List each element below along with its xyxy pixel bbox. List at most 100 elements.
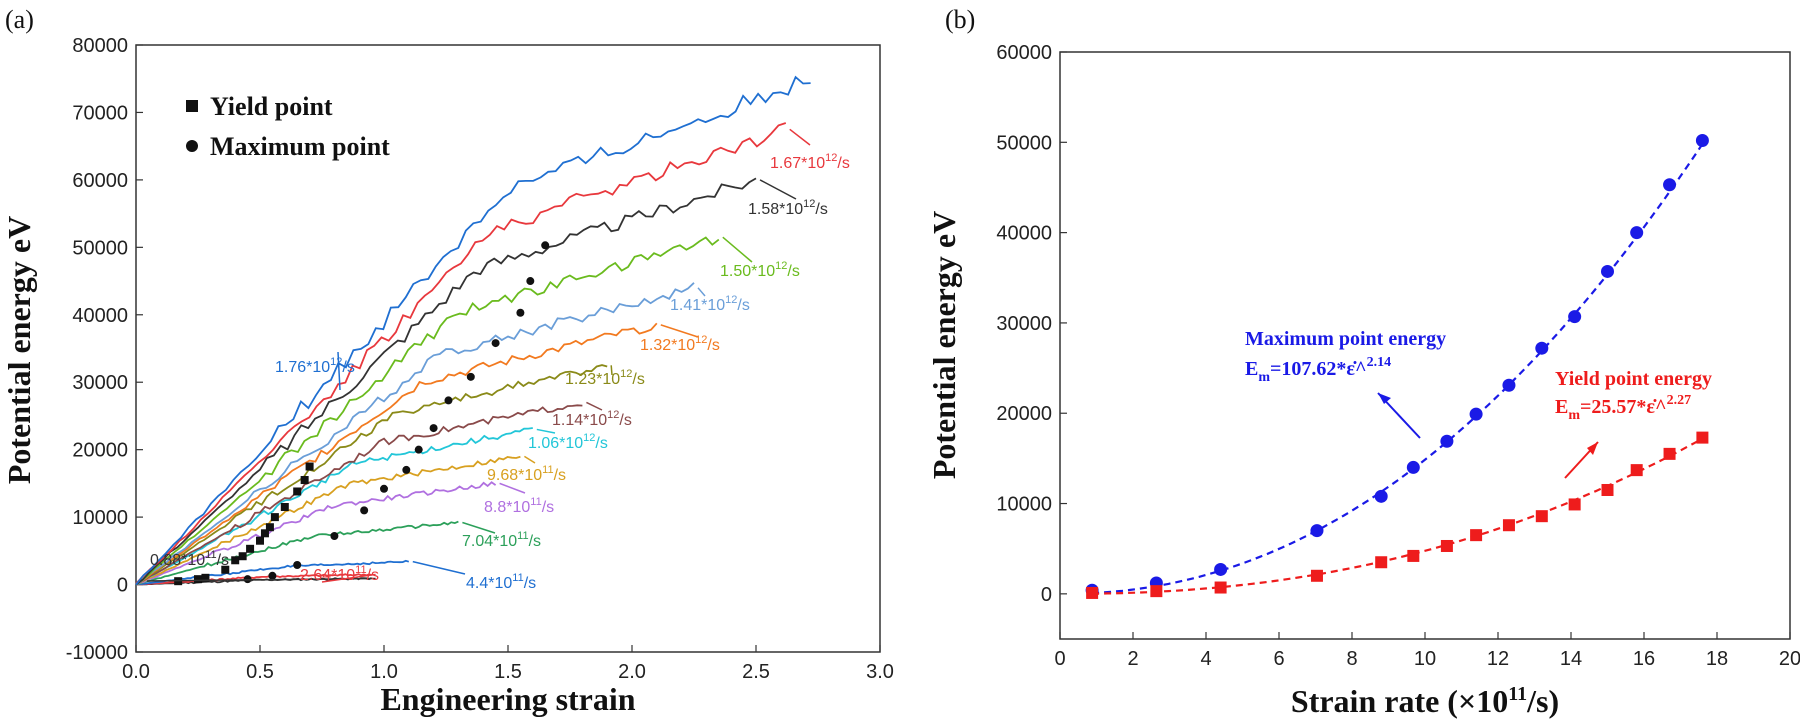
yield-energy-point <box>1375 556 1388 569</box>
y-tick-label: 50000 <box>72 237 128 259</box>
x-tick-label: 2 <box>1127 648 1138 670</box>
y-tick-label: 0 <box>1041 584 1052 606</box>
curve-arrow <box>536 428 556 434</box>
strain-curve <box>135 455 521 586</box>
strain-rate-label: 1.14*1012/s <box>552 409 632 429</box>
x-tick-label: 10 <box>1414 648 1436 670</box>
strain-rate-label: 1.76*1012/s <box>275 356 355 376</box>
strain-curve <box>135 75 811 586</box>
maximum-point-marker <box>360 506 369 515</box>
x-tick-label: 16 <box>1633 648 1655 670</box>
yield-point-marker <box>246 544 255 553</box>
legend-maximum-label: Maximum point <box>210 132 390 161</box>
strain-rate-label: 9.68*1011/s <box>487 464 566 484</box>
strain-curve <box>135 236 720 585</box>
y-tick-label: 20000 <box>72 440 128 462</box>
yield-energy-point <box>1407 549 1420 562</box>
max-energy-annotation: Maximum point energy Em=107.62*ε̇^2.14 <box>1245 328 1446 439</box>
curve-arrow <box>337 351 341 391</box>
y-tick-label: 60000 <box>996 42 1052 64</box>
max-energy-point <box>1440 434 1454 448</box>
y-tick-label: 30000 <box>996 313 1052 335</box>
x-tick-label: 1.5 <box>494 661 522 683</box>
yield-energy-point <box>1470 529 1483 542</box>
curve-arrow <box>789 128 811 146</box>
strain-rate-label: 2.64*1011/s <box>300 564 379 584</box>
x-tick-label: 0.0 <box>122 661 150 683</box>
panel-a-ylabel: Potential energy eV <box>1 216 37 484</box>
strain-rate-label: 1.23*1012/s <box>565 368 645 388</box>
legend-square-marker <box>186 100 198 112</box>
yield-energy-point <box>1601 483 1614 496</box>
max-energy-point <box>1630 226 1644 240</box>
y-tick-label: 80000 <box>72 35 128 57</box>
panel-a-legend: Yield point Maximum point <box>186 92 390 161</box>
max-energy-point <box>1469 407 1483 421</box>
yield-point-marker <box>280 502 289 511</box>
max-energy-point <box>1663 178 1677 192</box>
yield-energy-point <box>1568 498 1581 511</box>
yield-energy-point <box>1696 431 1709 444</box>
curve-arrow <box>146 577 376 582</box>
yield-point-marker <box>265 523 274 532</box>
fit-curve <box>1092 437 1703 595</box>
panel-a-label: (a) <box>5 5 34 34</box>
curve-arrow <box>321 573 376 583</box>
y-tick-label: -10000 <box>66 642 128 664</box>
y-tick-label: 60000 <box>72 170 128 192</box>
maximum-point-marker <box>444 396 453 405</box>
max-energy-point <box>1502 378 1516 392</box>
yield-point-marker <box>194 575 202 584</box>
x-tick-label: 18 <box>1706 648 1728 670</box>
x-tick-label: 2.0 <box>618 661 646 683</box>
curve-arrow <box>524 455 536 464</box>
yield-point-marker <box>260 529 269 538</box>
max-energy-point <box>1695 134 1709 148</box>
yield-point-marker <box>256 536 264 545</box>
strain-curve <box>135 481 497 586</box>
max-energy-point <box>1214 562 1228 576</box>
yield-point-marker <box>305 462 314 471</box>
panel-b: (b) 0 2 4 6 8 10 12 14 16 18 20 0 10000 20000 30000 400… <box>926 5 1800 719</box>
maximum-point-marker <box>526 277 535 286</box>
max-energy-equation: Em=107.62*ε̇^2.14 <box>1245 355 1391 385</box>
x-tick-label: 0.5 <box>246 661 274 683</box>
yield-point-marker <box>270 513 279 522</box>
legend-circle-marker <box>186 140 198 152</box>
yield-point-marker <box>300 476 309 485</box>
maximum-point-marker <box>293 560 302 569</box>
max-energy-point <box>1374 489 1388 503</box>
y-tick-label: 20000 <box>996 403 1052 425</box>
yield-point-marker <box>238 552 247 561</box>
max-energy-arrowhead <box>1378 393 1391 404</box>
y-tick-label: 10000 <box>996 494 1052 516</box>
curve-arrow <box>759 179 797 200</box>
curve-arrow <box>697 287 706 297</box>
x-tick-label: 3.0 <box>866 661 894 683</box>
yield-energy-point <box>1150 585 1163 598</box>
strain-rate-label: 1.41*1012/s <box>670 294 750 314</box>
panel-b-label: (b) <box>945 5 975 34</box>
yield-energy-annotation: Yield point energy Em=25.57*ε̇^2.27 <box>1555 368 1712 479</box>
maximum-point-marker <box>491 339 500 348</box>
maximum-point-marker <box>516 308 525 317</box>
maximum-point-marker <box>402 465 411 474</box>
yield-energy-point <box>1535 510 1548 523</box>
strain-curve <box>135 520 459 586</box>
panel-b-fit-lines <box>1092 143 1704 595</box>
yield-energy-point <box>1663 447 1676 460</box>
y-tick-label: 0 <box>117 575 128 597</box>
strain-rate-label: 1.06*1012/s <box>528 432 608 452</box>
x-tick-label: 12 <box>1487 648 1509 670</box>
max-energy-point <box>1568 310 1582 324</box>
panel-a-curve-labels: 0.88*1011/s 2.64*1011/s 4.4*1011/s 7.04*101… <box>146 128 850 592</box>
y-tick-label: 70000 <box>72 102 128 124</box>
strain-rate-label: 8.8*1011/s <box>484 496 554 516</box>
maximum-point-marker <box>268 571 277 580</box>
legend-yield-label: Yield point <box>210 92 333 121</box>
y-tick-label: 10000 <box>72 507 128 529</box>
yield-point-marker <box>201 573 210 582</box>
curve-arrow <box>586 401 603 411</box>
maximum-point-marker <box>466 372 475 381</box>
strain-rate-label: 7.04*1011/s <box>462 530 541 550</box>
